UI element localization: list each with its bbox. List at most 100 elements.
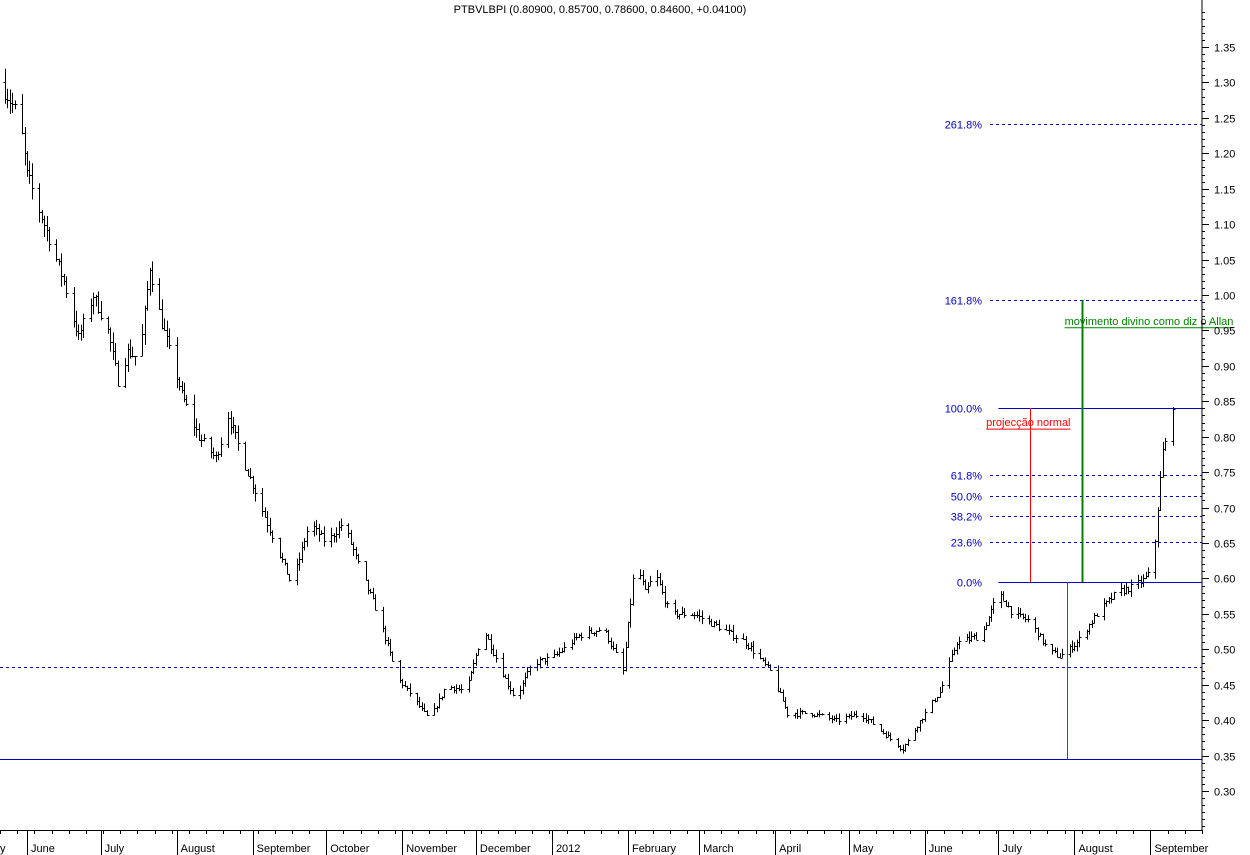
ohlc-bar bbox=[398, 659, 403, 684]
ohlc-bar bbox=[518, 685, 523, 700]
ohlc-bar bbox=[81, 313, 86, 339]
ohlc-bar bbox=[1070, 640, 1075, 653]
ohlc-bar bbox=[898, 745, 903, 752]
month-label: September bbox=[257, 843, 311, 855]
ohlc-bar bbox=[1058, 653, 1063, 659]
ohlc-bar bbox=[371, 587, 376, 600]
ohlc-bar bbox=[511, 687, 516, 697]
ohlc-bar bbox=[1136, 574, 1141, 590]
month-label: November bbox=[406, 843, 457, 855]
ohlc-bar bbox=[1090, 620, 1095, 629]
ohlc-bar bbox=[643, 579, 648, 590]
ohlc-bar bbox=[1026, 615, 1031, 623]
ohlc-bar bbox=[59, 253, 64, 287]
ohlc-bar bbox=[1092, 612, 1097, 624]
ohlc-bar bbox=[1095, 613, 1100, 617]
ohlc-bar bbox=[972, 633, 977, 640]
ohlc-bar bbox=[697, 609, 702, 622]
ohlc-bar bbox=[283, 558, 288, 566]
ohlc-bar bbox=[305, 526, 310, 547]
ohlc-bar bbox=[1033, 617, 1038, 633]
ohlc-bar bbox=[422, 703, 427, 712]
ohlc-bar bbox=[415, 692, 420, 706]
ohlc-bar bbox=[906, 738, 911, 747]
ohlc-bar bbox=[604, 628, 609, 633]
ohlc-bar bbox=[562, 642, 567, 653]
ohlc-bar bbox=[260, 488, 265, 517]
ohlc-bar bbox=[364, 561, 369, 581]
ohlc-bar bbox=[724, 624, 729, 631]
ohlc-bar bbox=[457, 684, 462, 692]
price-tick-label: 1.20 bbox=[1214, 149, 1235, 161]
price-tick-label: 1.30 bbox=[1214, 78, 1235, 90]
ohlc-bar bbox=[854, 710, 859, 719]
ohlc-bar bbox=[579, 632, 584, 641]
price-tick-label: 0.85 bbox=[1214, 397, 1235, 409]
ohlc-bar bbox=[741, 633, 746, 640]
ohlc-bar bbox=[42, 215, 47, 237]
ohlc-bar bbox=[265, 510, 270, 533]
ohlc-bar bbox=[508, 681, 513, 695]
ohlc-bar bbox=[609, 637, 614, 650]
chart-title: PTBVLBPI (0.80900, 0.85700, 0.78600, 0.8… bbox=[454, 4, 747, 16]
ohlc-bar bbox=[79, 324, 84, 341]
ohlc-bar bbox=[1141, 574, 1146, 588]
ohlc-bar bbox=[229, 410, 234, 435]
month-label: June bbox=[929, 843, 953, 855]
ohlc-bar bbox=[1171, 407, 1176, 446]
ohlc-bar bbox=[45, 216, 50, 242]
ohlc-bar bbox=[337, 521, 342, 539]
fib-level-label: 61.8% bbox=[951, 471, 982, 483]
ohlc-bar bbox=[700, 610, 705, 625]
fib-level-label: 261.8% bbox=[945, 120, 983, 132]
ohlc-bar bbox=[950, 649, 955, 662]
ohlc-bar bbox=[27, 160, 32, 184]
annotation-label: projecção normal bbox=[986, 417, 1070, 429]
ohlc-bar bbox=[192, 394, 197, 436]
ohlc-bar bbox=[76, 324, 81, 341]
ohlc-bar bbox=[1055, 647, 1060, 658]
ohlc-bar bbox=[680, 606, 685, 615]
ohlc-bar bbox=[116, 360, 121, 387]
ohlc-bar bbox=[459, 684, 464, 694]
ohlc-bar bbox=[849, 710, 854, 720]
month-label: May bbox=[853, 843, 874, 855]
ohlc-bar bbox=[923, 708, 928, 722]
ohlc-bar bbox=[744, 635, 749, 650]
ohlc-bar bbox=[150, 261, 155, 293]
ohlc-bar bbox=[317, 523, 322, 542]
ohlc-bar bbox=[175, 337, 180, 389]
ohlc-bar bbox=[23, 127, 28, 166]
ohlc-bar bbox=[329, 527, 334, 548]
ohlc-bar bbox=[918, 720, 923, 732]
ohlc-bar bbox=[349, 529, 354, 545]
ohlc-bar bbox=[366, 579, 371, 595]
month-label: July bbox=[105, 843, 125, 855]
ohlc-bar bbox=[251, 475, 256, 494]
month-label: April bbox=[779, 843, 801, 855]
ohlc-bar bbox=[246, 468, 251, 477]
price-tick-label: 0.90 bbox=[1214, 362, 1235, 374]
ohlc-bar bbox=[776, 665, 781, 693]
ohlc-bar bbox=[535, 659, 540, 671]
annotation-label: movimento divino como diz o Allan bbox=[1065, 316, 1234, 328]
ohlc-bar bbox=[91, 292, 96, 315]
ohlc-bar bbox=[145, 280, 150, 311]
ohlc-bar bbox=[214, 451, 219, 463]
month-label: December bbox=[480, 843, 531, 855]
ohlc-bar bbox=[263, 507, 268, 518]
ohlc-bar bbox=[673, 599, 678, 615]
price-tick-label: 0.30 bbox=[1214, 787, 1235, 799]
price-tick-label: 0.35 bbox=[1214, 752, 1235, 764]
price-tick-label: 0.60 bbox=[1214, 574, 1235, 586]
ohlc-bar bbox=[901, 744, 906, 754]
ohlc-bar bbox=[1087, 623, 1092, 635]
ohlc-bar bbox=[592, 632, 597, 637]
ohlc-bar bbox=[126, 343, 131, 372]
ohlc-bar bbox=[236, 425, 241, 451]
ohlc-bar bbox=[844, 713, 849, 724]
ohlc-bar bbox=[467, 676, 472, 693]
ohlc-bar bbox=[3, 68, 8, 104]
fib-level-label: 100.0% bbox=[945, 404, 983, 416]
ohlc-bar bbox=[435, 705, 440, 713]
